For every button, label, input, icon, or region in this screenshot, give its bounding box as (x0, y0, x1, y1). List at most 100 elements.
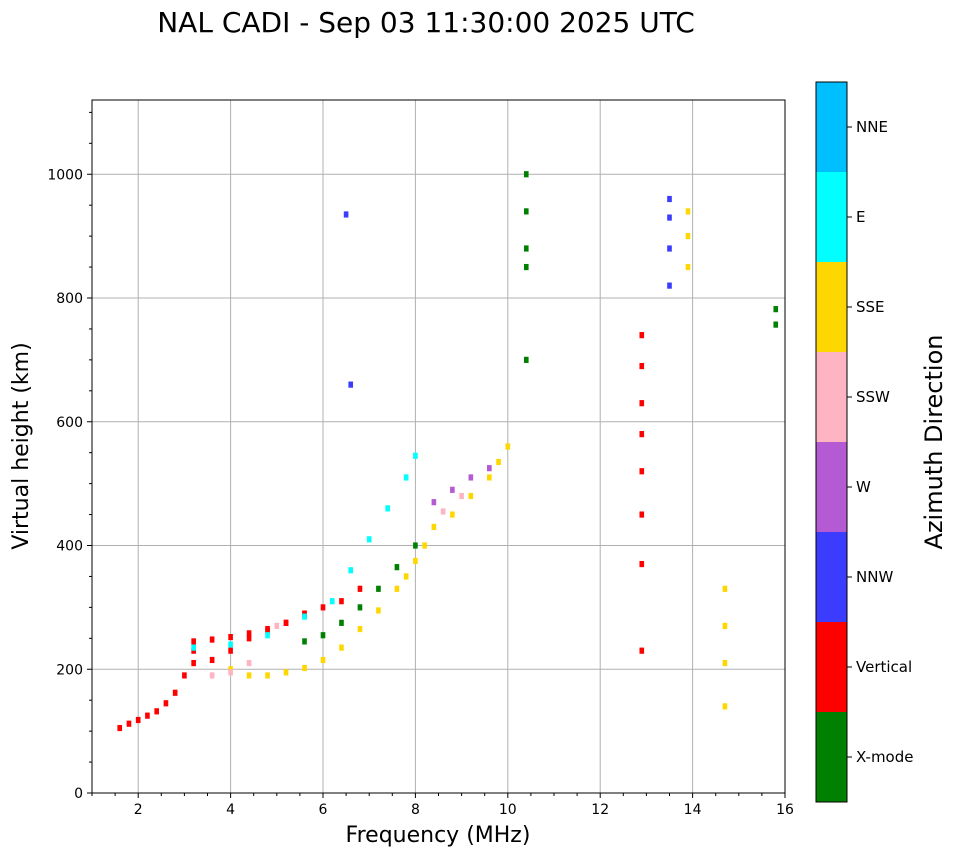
data-point (667, 214, 672, 221)
data-point (265, 625, 270, 633)
y-tick-label: 0 (74, 786, 83, 802)
x-tick-label: 2 (134, 802, 143, 818)
data-point (283, 619, 289, 626)
data-point (468, 492, 474, 500)
data-point (523, 171, 529, 178)
x-tick-label: 4 (226, 802, 235, 818)
data-point (403, 474, 409, 481)
colorbar-segment (816, 352, 847, 442)
data-point (722, 659, 728, 667)
data-point (639, 468, 645, 475)
data-point (320, 604, 326, 611)
data-point (394, 585, 400, 592)
data-marks (117, 171, 779, 732)
data-point (228, 647, 233, 654)
y-tick-label: 1000 (47, 167, 83, 183)
colorbar-tick-label: NNE (856, 118, 888, 136)
data-point (302, 638, 307, 645)
data-point (450, 511, 455, 518)
data-point (191, 659, 196, 667)
data-point (376, 585, 381, 592)
series-f-trace-yellow (228, 443, 511, 679)
series-mixed-column-14-7-mhz (722, 585, 728, 710)
y-axis: 0 200 400 600 800 1000 (47, 111, 92, 802)
chart-title: NAL CADI - Sep 03 11:30:00 2025 UTC (157, 6, 695, 39)
x-tick-label: 8 (411, 802, 420, 818)
data-point (639, 400, 645, 407)
y-tick-label: 200 (56, 662, 83, 678)
colorbar-segment (816, 442, 847, 532)
data-point (667, 245, 672, 252)
y-tick-label: 400 (56, 539, 83, 555)
colorbar-tick-label: X-mode (856, 748, 913, 766)
data-point (440, 508, 446, 515)
data-point (329, 598, 335, 605)
data-point (135, 716, 141, 724)
data-point (246, 672, 252, 679)
data-point (145, 712, 150, 719)
x-tick-label: 6 (319, 802, 328, 818)
data-point (376, 607, 381, 614)
x-axis: 2 4 6 8 10 12 14 16 (91, 793, 794, 818)
data-point (413, 557, 418, 565)
data-point (366, 536, 372, 543)
data-point (431, 523, 437, 531)
data-point (403, 573, 409, 580)
data-point (339, 619, 344, 626)
data-point (773, 306, 779, 313)
colorbar-segment (816, 172, 847, 262)
data-point (422, 542, 427, 549)
data-point (685, 263, 691, 271)
data-point (246, 659, 252, 667)
series-far-green-16-mhz (773, 306, 779, 328)
colorbar-tick-label: NNW (856, 568, 893, 586)
data-point (191, 644, 196, 651)
data-point (639, 431, 645, 438)
data-point (246, 635, 252, 642)
data-point (487, 474, 492, 481)
colorbar-segment (816, 712, 847, 802)
plot-frame (91, 99, 786, 794)
data-point (639, 647, 645, 654)
data-point (302, 613, 307, 620)
data-point (265, 632, 270, 639)
data-point (523, 245, 529, 252)
colorbar-tick-label: Vertical (856, 658, 912, 676)
colorbar-segment (816, 82, 847, 172)
colorbar-frame (815, 81, 848, 803)
colorbar: X-mode Vertical NNW W SSW SSE E NNE (815, 81, 913, 803)
data-point (722, 703, 728, 710)
data-point (117, 724, 123, 732)
x-tick-label: 12 (591, 802, 609, 818)
y-tick-label: 600 (56, 415, 83, 431)
data-point (450, 486, 455, 493)
data-point (343, 211, 349, 218)
data-point (320, 656, 326, 664)
data-point (246, 630, 252, 637)
data-point (496, 458, 501, 466)
data-point (348, 381, 354, 388)
data-point (209, 636, 215, 643)
data-point (385, 505, 390, 512)
colorbar-segment (816, 622, 847, 712)
data-point (172, 689, 178, 696)
series-sporadic-6-5-mhz (343, 211, 354, 388)
series-w-trace-purple (431, 465, 492, 506)
data-point (228, 633, 233, 641)
x-tick-label: 16 (776, 802, 794, 818)
series-o-trace-low-e-f1- (117, 647, 196, 732)
x-tick-label: 14 (684, 802, 702, 818)
y-tick-label: 800 (56, 291, 83, 307)
data-point (667, 282, 672, 289)
series-sse-column-13-9-mhz (685, 208, 691, 271)
data-point (182, 672, 187, 679)
data-point (487, 465, 492, 472)
series-x-trace-green (302, 542, 418, 645)
colorbar-tick-label: W (856, 478, 871, 496)
grid-lines (92, 100, 786, 794)
data-point (722, 622, 728, 630)
data-point (357, 625, 363, 633)
colorbar-tick-label: SSW (856, 388, 890, 406)
colorbar-label: Azimuth Direction (920, 335, 948, 550)
